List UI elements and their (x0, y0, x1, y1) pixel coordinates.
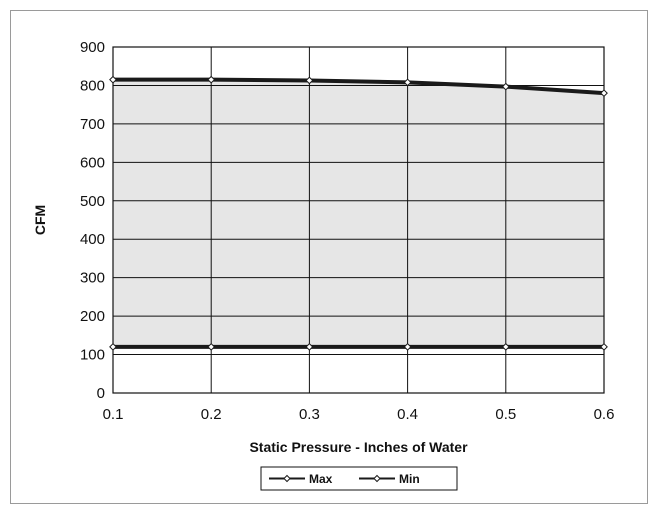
data-point-max (207, 75, 216, 84)
fill-area-layer (113, 47, 604, 393)
x-tick-label: 0.6 (594, 406, 615, 423)
data-point-min (305, 342, 314, 351)
y-tick-label: 100 (80, 347, 105, 364)
series-line-max (113, 77, 605, 96)
x-tick-label: 0.4 (397, 406, 418, 423)
y-tick-label: 900 (80, 39, 105, 56)
legend-marker-min (373, 474, 381, 483)
data-point-max (109, 75, 117, 84)
legend-marker-max (283, 474, 291, 483)
x-tick-label: 0.1 (103, 406, 124, 423)
series-layer (109, 75, 608, 351)
data-point-max (403, 78, 412, 87)
data-point-min (403, 342, 412, 351)
data-point-max (501, 82, 510, 91)
y-tick-label: 600 (80, 154, 105, 171)
y-tick-label: 500 (80, 193, 105, 210)
y-tick-label: 300 (80, 270, 105, 287)
plot-border (112, 46, 605, 394)
grid-layer (112, 46, 605, 394)
y-tick-label: 200 (80, 308, 105, 325)
data-point-min (501, 342, 510, 351)
x-tick-label: 0.5 (495, 406, 516, 423)
data-point-max (600, 89, 608, 98)
operating-range-fill (113, 79, 604, 347)
legend: Max Min (260, 466, 458, 491)
data-point-max (305, 76, 314, 85)
data-point-min (109, 342, 117, 351)
legend-label-min: Min (399, 472, 420, 486)
legend-label-max: Max (309, 472, 333, 486)
x-tick-label: 0.2 (201, 406, 222, 423)
data-point-min (600, 342, 608, 351)
x-tick-label: 0.3 (299, 406, 320, 423)
x-axis-title: Static Pressure - Inches of Water (249, 439, 468, 455)
y-tick-label: 800 (80, 77, 105, 94)
tick-label-layer: 0 100 200 300 400 500 600 700 800 900 0.1 0.2 0.3 0.4… (80, 39, 614, 423)
y-axis-title: CFM (32, 205, 48, 235)
y-tick-label: 0 (97, 385, 105, 402)
y-tick-label: 700 (80, 116, 105, 133)
y-tick-label: 400 (80, 231, 105, 248)
data-point-min (207, 342, 216, 351)
